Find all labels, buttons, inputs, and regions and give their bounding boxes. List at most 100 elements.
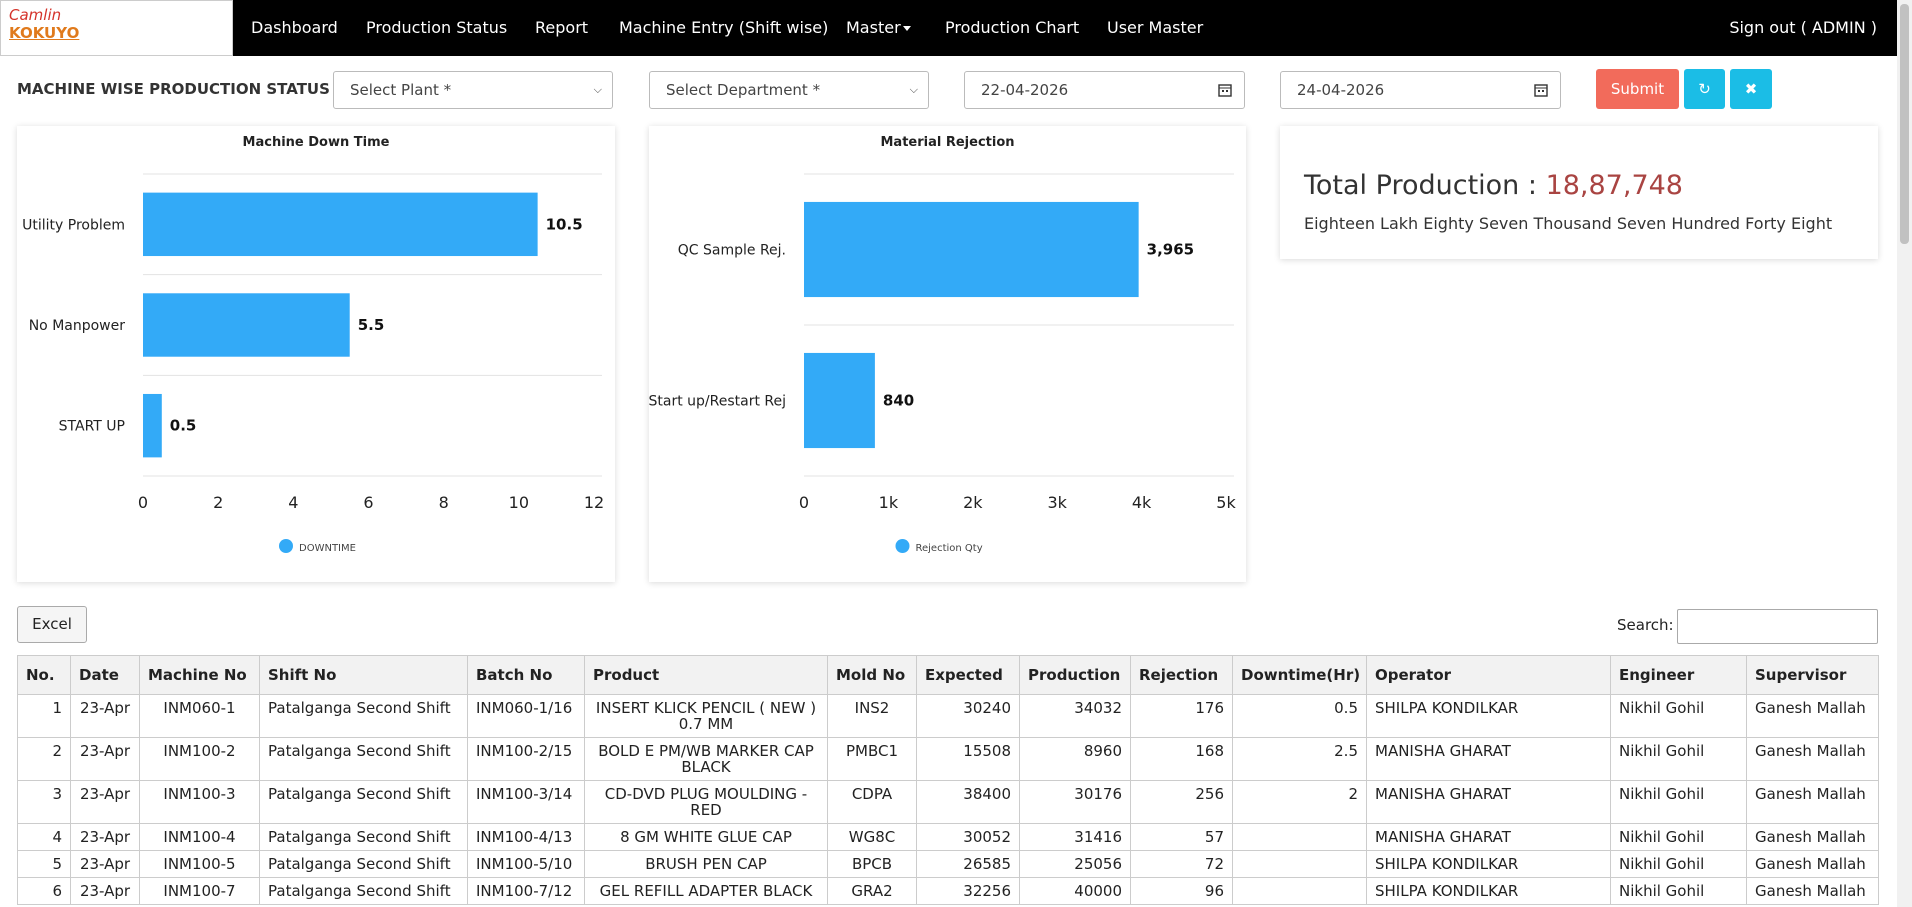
department-select[interactable]: Select Department * ⌵ [649, 71, 929, 109]
table-cell: PMBC1 [827, 737, 917, 781]
table-cell: INM100-5 [139, 850, 260, 878]
column-header: Batch No [467, 655, 585, 695]
table-cell: 176 [1130, 694, 1233, 738]
column-header: Production [1019, 655, 1131, 695]
table-cell: 40000 [1019, 877, 1131, 905]
table-row: 6 23-Apr INM100-7 Patalganga Second Shift IN… [17, 877, 1879, 905]
y-tick-label: QC Sample Rej. [678, 243, 786, 259]
table-cell: 31416 [1019, 823, 1131, 851]
table-cell: Nikhil Gohil [1610, 850, 1747, 878]
x-tick-label: 10 [509, 493, 529, 512]
chart-panel: Material Rejection 0 1k 2k 3k 4k 5k QC Sample R… [649, 126, 1246, 582]
table-cell: INS2 [827, 694, 917, 738]
chart: Material Rejection 0 1k 2k 3k 4k 5k QC Sample R… [649, 135, 1237, 554]
table-cell: 23-Apr [70, 694, 140, 738]
y-tick-label: No Manpower [29, 318, 126, 334]
nav-item[interactable]: Report [535, 18, 589, 37]
table-cell: Nikhil Gohil [1610, 737, 1747, 781]
nav-item[interactable]: Machine Entry (Shift wise) [619, 18, 829, 37]
total-words: Eighteen Lakh Eighty Seven Thousand Seve… [1304, 214, 1833, 233]
legend-label: DOWNTIME [299, 543, 356, 554]
x-tick-label: 8 [439, 493, 449, 512]
table-cell: MANISHA GHARAT [1366, 780, 1611, 824]
total-panel: Total Production : 18,87,748 Eighteen La… [1280, 126, 1878, 259]
signout[interactable]: Sign out ( ADMIN ) [1729, 18, 1877, 37]
value-label: 3,965 [1147, 241, 1194, 259]
column-header: No. [17, 655, 71, 695]
table-cell: INM100-3/14 [467, 780, 585, 824]
legend-label: Rejection Qty [916, 543, 983, 554]
table-cell: MANISHA GHARAT [1366, 823, 1611, 851]
legend-marker [279, 539, 293, 553]
table-cell: MANISHA GHARAT [1366, 737, 1611, 781]
x-tick-label: 4 [288, 493, 298, 512]
legend-marker [895, 539, 910, 553]
table-cell: Ganesh Mallah [1746, 694, 1879, 738]
table-cell: BOLD E PM/WB MARKER CAP BLACK [584, 737, 828, 781]
date-text: 24-04-2026 [1297, 81, 1385, 99]
table-cell: SHILPA KONDILKAR [1366, 850, 1611, 878]
bar [804, 352, 875, 449]
column-header: Mold No [827, 655, 917, 695]
excel-button[interactable]: Excel [17, 606, 87, 643]
table-cell: 1 [17, 694, 71, 738]
x-tick-label: 0 [138, 493, 148, 512]
table-cell: 38400 [916, 780, 1020, 824]
logo-text: KOKUYO [9, 24, 80, 42]
total-line: Total Production : 18,87,748 [1304, 170, 1683, 201]
table-cell: SHILPA KONDILKAR [1366, 694, 1611, 738]
x-tick-label: 2 [213, 493, 223, 512]
table-cell: WG8C [827, 823, 917, 851]
table-cell: GEL REFILL ADAPTER BLACK [584, 877, 828, 905]
scrollbar[interactable] [1897, 0, 1912, 907]
table-cell: 15508 [916, 737, 1020, 781]
value-label: 840 [883, 392, 914, 410]
scroll-thumb[interactable] [1900, 4, 1909, 244]
x-tick-label: 6 [363, 493, 373, 512]
table-cell: INM100-2/15 [467, 737, 585, 781]
x-tick-label: 4k [1132, 493, 1152, 512]
to-date[interactable]: 24-04-2026 [1280, 71, 1561, 109]
table-cell [1232, 877, 1367, 905]
refresh-button[interactable]: ↻ [1684, 69, 1725, 109]
table-cell: 26585 [916, 850, 1020, 878]
table-cell: 6 [17, 877, 71, 905]
chart: Machine Down Time 0 2 4 6 8 10 12 Utility Proble… [22, 135, 604, 554]
table-cell: 30176 [1019, 780, 1131, 824]
table-row: 2 23-Apr INM100-2 Patalganga Second Shift IN… [17, 737, 1879, 781]
table-cell [1232, 823, 1367, 851]
table-cell: 4 [17, 823, 71, 851]
table-cell: 8 GM WHITE GLUE CAP [584, 823, 828, 851]
table-row: 4 23-Apr INM100-4 Patalganga Second Shift IN… [17, 823, 1879, 851]
table-cell: BRUSH PEN CAP [584, 850, 828, 878]
bar [804, 201, 1139, 298]
table-cell: Patalganga Second Shift [259, 850, 468, 878]
search-label: Search: [1617, 616, 1674, 634]
x-tick-label: 5k [1216, 493, 1236, 512]
plant-select[interactable]: Select Plant * ⌵ [333, 71, 613, 109]
nav-item[interactable]: User Master [1107, 18, 1204, 37]
table-cell: CDPA [827, 780, 917, 824]
nav-item[interactable]: Production Status [366, 18, 508, 37]
table-cell: Nikhil Gohil [1610, 823, 1747, 851]
table-cell: INM100-7/12 [467, 877, 585, 905]
search-input[interactable] [1677, 609, 1878, 644]
table-cell: INM100-5/10 [467, 850, 585, 878]
table-cell: 30240 [916, 694, 1020, 738]
calendar-icon [1218, 84, 1232, 97]
column-header: Downtime(Hr) [1232, 655, 1367, 695]
clear-button[interactable]: ✖ [1730, 69, 1772, 109]
y-tick-label: Utility Problem [22, 217, 125, 233]
nav-item[interactable]: Dashboard [251, 18, 338, 37]
submit-button[interactable]: Submit [1596, 69, 1679, 109]
from-date[interactable]: 22-04-2026 [964, 71, 1245, 109]
table-cell: INSERT KLICK PENCIL ( NEW ) 0.7 MM [584, 694, 828, 738]
logo[interactable]: Camlin KOKUYO [0, 0, 233, 56]
nav-item[interactable]: Production Chart [945, 18, 1080, 37]
table-cell: GRA2 [827, 877, 917, 905]
table-cell: INM060-1 [139, 694, 260, 738]
table-cell: 96 [1130, 877, 1233, 905]
table-cell: 72 [1130, 850, 1233, 878]
nav-item[interactable]: Master [846, 18, 901, 37]
